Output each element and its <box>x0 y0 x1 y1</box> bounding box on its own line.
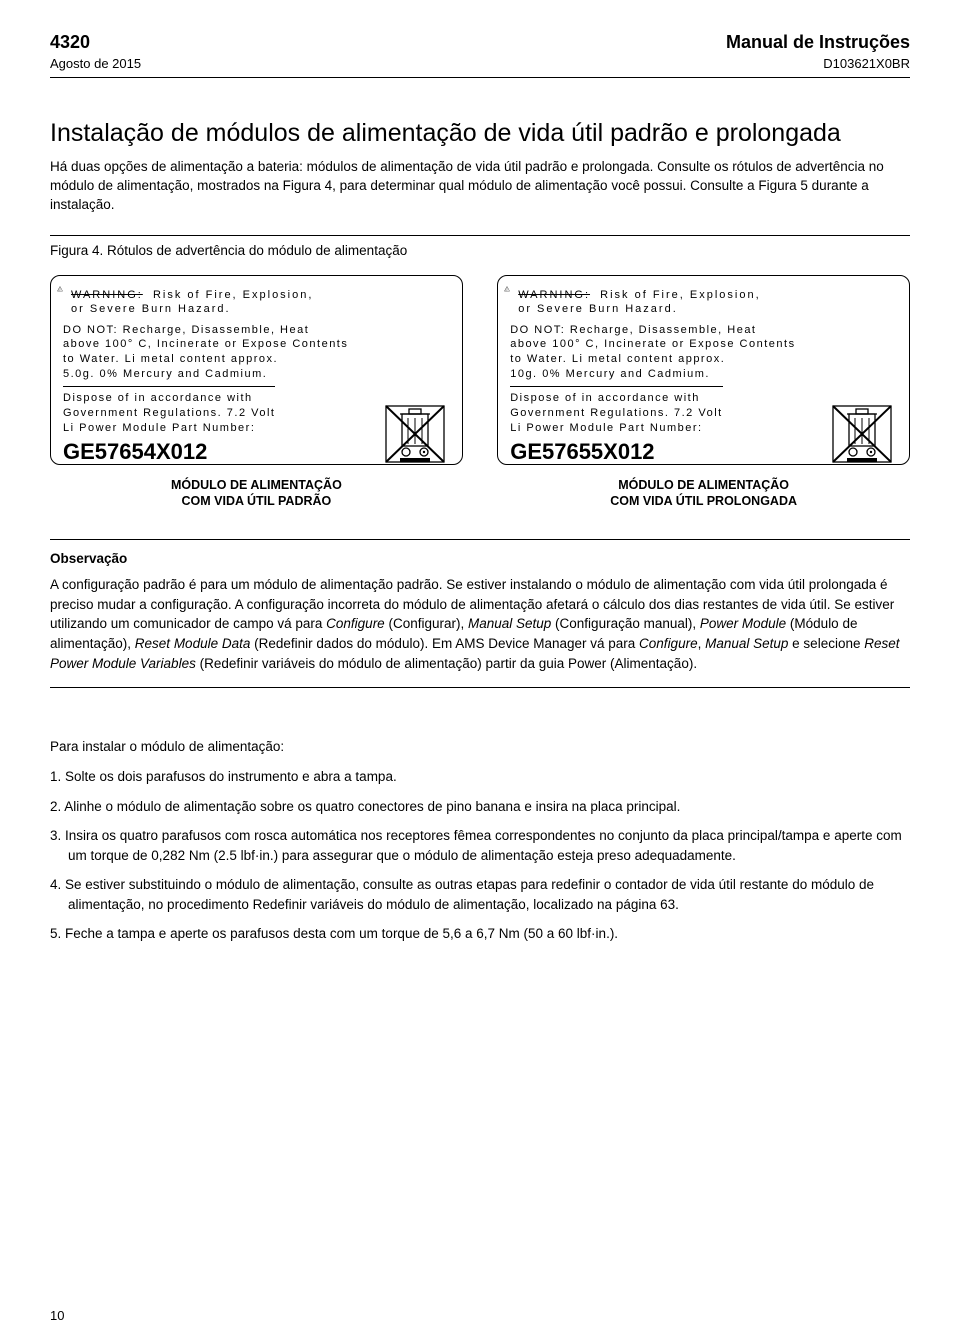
install-step: 3. Insira os quatro parafusos com rosca … <box>50 826 910 865</box>
module-subtitle-extended: MÓDULO DE ALIMENTAÇÃO COM VIDA ÚTIL PROL… <box>497 477 910 510</box>
part-number-standard: GE57654X012 <box>63 437 281 468</box>
warning-dispose-text: Dispose of in accordance with Government… <box>63 386 275 436</box>
figure-rule <box>50 235 910 236</box>
page-number: 10 <box>50 1307 64 1325</box>
document-id: D103621X0BR <box>726 55 910 73</box>
document-date: Agosto de 2015 <box>50 55 141 73</box>
weee-bin-icon <box>827 400 897 468</box>
label-column-standard: ! WARNING: Risk of Fire, Explosion, or S… <box>50 275 463 510</box>
warning-labels-row: ! WARNING: Risk of Fire, Explosion, or S… <box>50 275 910 510</box>
model-number: 4320 <box>50 30 141 55</box>
warning-body-text: DO NOT: Recharge, Disassemble, Heat abov… <box>510 323 897 382</box>
warning-dispose-text: Dispose of in accordance with Government… <box>510 386 722 436</box>
section-title: Instalação de módulos de alimentação de … <box>50 118 910 148</box>
install-intro: Para instalar o módulo de alimentação: <box>50 738 910 757</box>
warning-risk-text: WARNING: Risk of Fire, Explosion, or Sev… <box>71 286 313 317</box>
manual-title: Manual de Instruções <box>726 30 910 55</box>
module-subtitle-standard: MÓDULO DE ALIMENTAÇÃO COM VIDA ÚTIL PADR… <box>50 477 463 510</box>
note-text: A configuração padrão é para um módulo d… <box>50 575 910 673</box>
intro-paragraph: Há duas opções de alimentação a bateria:… <box>50 158 910 215</box>
weee-bin-icon <box>380 400 450 468</box>
warning-risk-text: WARNING: Risk of Fire, Explosion, or Sev… <box>518 286 760 317</box>
label-column-extended: ! WARNING: Risk of Fire, Explosion, or S… <box>497 275 910 510</box>
install-step: 1. Solte os dois parafusos do instrument… <box>50 767 910 787</box>
page-header: 4320 Agosto de 2015 Manual de Instruções… <box>50 30 910 78</box>
install-step: 5. Feche a tampa e aperte os parafusos d… <box>50 924 910 944</box>
note-block: Observação A configuração padrão é para … <box>50 539 910 688</box>
part-number-extended: GE57655X012 <box>510 437 728 468</box>
install-steps-list: 1. Solte os dois parafusos do instrument… <box>50 767 910 944</box>
warning-body-text: DO NOT: Recharge, Disassemble, Heat abov… <box>63 323 450 382</box>
install-step: 2. Alinhe o módulo de alimentação sobre … <box>50 797 910 817</box>
figure-caption: Figura 4. Rótulos de advertência do módu… <box>50 242 910 261</box>
warning-label-extended: ! WARNING: Risk of Fire, Explosion, or S… <box>497 275 910 465</box>
warning-label-standard: ! WARNING: Risk of Fire, Explosion, or S… <box>50 275 463 465</box>
note-title: Observação <box>50 550 910 569</box>
header-left: 4320 Agosto de 2015 <box>50 30 141 73</box>
header-right: Manual de Instruções D103621X0BR <box>726 30 910 73</box>
install-step: 4. Se estiver substituindo o módulo de a… <box>50 875 910 914</box>
